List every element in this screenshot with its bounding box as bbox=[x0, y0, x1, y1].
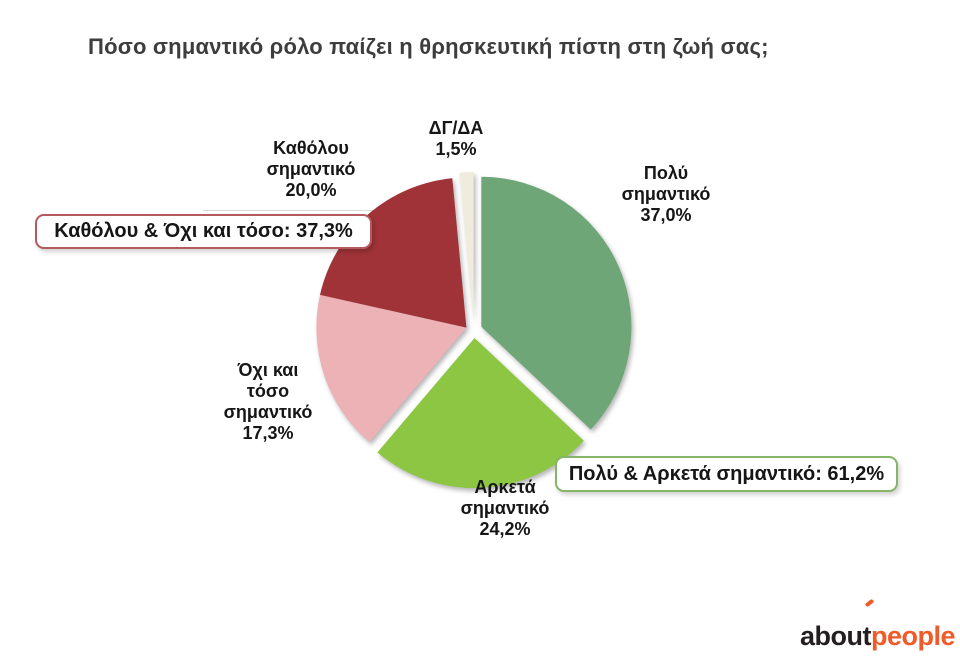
slice-label-not-so-important: Όχι και τόσο σημαντικό 17,3% bbox=[223, 360, 313, 443]
logo: aboutpeople bbox=[800, 621, 956, 651]
pie-slices bbox=[316, 172, 632, 489]
slice-label-dk-na: ΔΓ/ΔΑ 1,5% bbox=[428, 118, 484, 159]
pie-slice-2 bbox=[377, 338, 584, 489]
callout-negative-total-text: Καθόλου & Όχι και τόσο: 37,3% bbox=[54, 220, 353, 242]
pie-slice-3 bbox=[316, 294, 467, 442]
slice-label-not-at-all-important: Καθόλου σημαντικό 20,0% bbox=[266, 138, 356, 200]
pie-slice-1 bbox=[481, 176, 632, 430]
callout-negative-total: Καθόλου & Όχι και τόσο: 37,3% bbox=[35, 214, 372, 249]
callout-leader-line bbox=[203, 210, 425, 211]
page-title: Πόσο σημαντικό ρόλο παίζει η θρησκευτική… bbox=[88, 34, 769, 59]
callout-positive-total: Πολύ & Αρκετά σημαντικό: 61,2% bbox=[555, 456, 898, 492]
slice-label-very-important: Πολύ σημαντικό 37,0% bbox=[621, 163, 711, 225]
logo-text-people: people bbox=[871, 621, 956, 651]
pie-slice-5 bbox=[459, 172, 474, 322]
slice-label-quite-important: Αρκετά σημαντικό 24,2% bbox=[460, 477, 550, 539]
callout-positive-total-text: Πολύ & Αρκετά σημαντικό: 61,2% bbox=[568, 462, 885, 485]
pie-slice-4 bbox=[320, 178, 467, 328]
logo-text-about: about bbox=[800, 621, 872, 651]
